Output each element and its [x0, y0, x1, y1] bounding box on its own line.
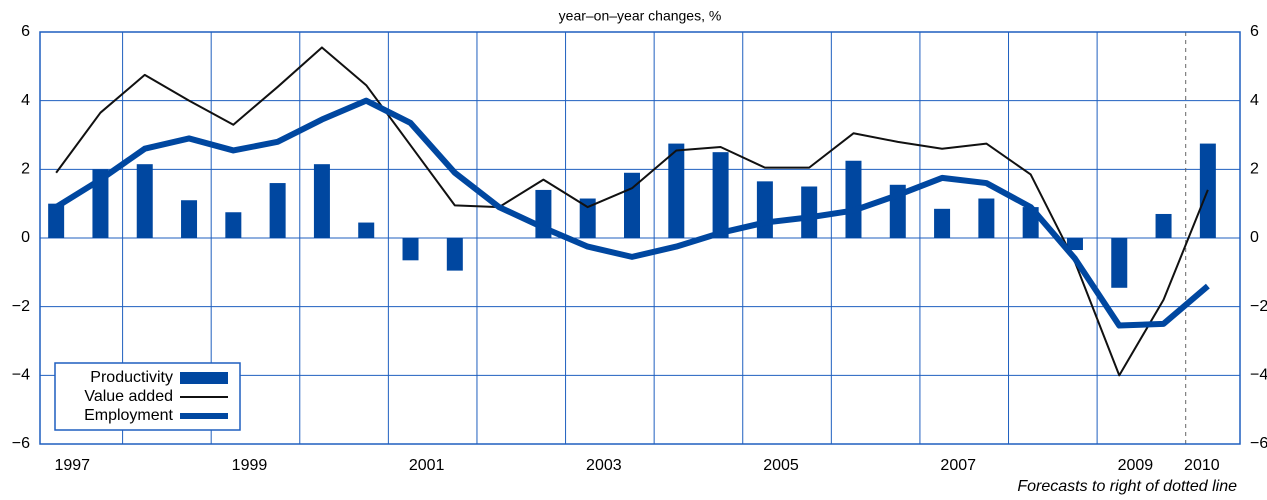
bar	[358, 222, 375, 238]
chart-subtitle: year–on–year changes, %	[559, 8, 722, 24]
x-tick-label: 2007	[940, 457, 976, 474]
bar	[446, 238, 463, 271]
bar	[136, 164, 153, 238]
y-tick-label: 2	[21, 161, 30, 178]
bar	[978, 198, 995, 238]
bar	[225, 212, 242, 238]
y2-tick-label: −4	[1250, 367, 1267, 384]
forecast-note: Forecasts to right of dotted line	[1017, 478, 1237, 495]
legend-swatch	[180, 372, 228, 384]
bar	[801, 186, 818, 238]
y2-tick-label: 2	[1250, 161, 1259, 178]
line	[54, 97, 1210, 329]
bar	[48, 203, 65, 238]
x-tick-label: 2001	[409, 457, 445, 474]
x-tick-label: 2005	[763, 457, 799, 474]
plot-frame	[39, 31, 1241, 445]
bar	[181, 200, 198, 238]
bar	[668, 143, 685, 238]
bar	[1155, 213, 1172, 238]
y-tick-label: −2	[12, 298, 30, 315]
y2-tick-label: −2	[1250, 298, 1267, 315]
x-tick-label: 1999	[232, 457, 268, 474]
bar	[92, 169, 109, 238]
bar	[1066, 238, 1083, 251]
bar	[712, 152, 729, 238]
bar	[756, 181, 773, 238]
bar	[269, 183, 286, 238]
bar	[579, 198, 596, 238]
legend-label: Value added	[84, 388, 173, 405]
y-tick-label: 6	[21, 23, 30, 40]
bar	[1111, 238, 1128, 288]
bar	[313, 164, 330, 238]
y-tick-label: 4	[21, 92, 30, 109]
line	[55, 46, 1209, 377]
y2-tick-label: −6	[1250, 435, 1267, 452]
y-tick-label: −4	[12, 367, 30, 384]
bar	[402, 238, 419, 261]
y-tick-label: 0	[21, 229, 30, 246]
legend-label: Productivity	[90, 369, 173, 386]
x-tick-label: 2003	[586, 457, 622, 474]
y2-tick-label: 4	[1250, 92, 1259, 109]
x-tick-label: 2010	[1184, 457, 1220, 474]
bar	[845, 160, 862, 238]
legend-label: Employment	[84, 407, 173, 424]
x-tick-label: 2009	[1118, 457, 1154, 474]
bar	[934, 208, 951, 238]
y2-tick-label: 6	[1250, 23, 1259, 40]
y2-tick-label: 0	[1250, 229, 1259, 246]
y-tick-label: −6	[12, 435, 30, 452]
x-tick-label: 1997	[54, 457, 90, 474]
